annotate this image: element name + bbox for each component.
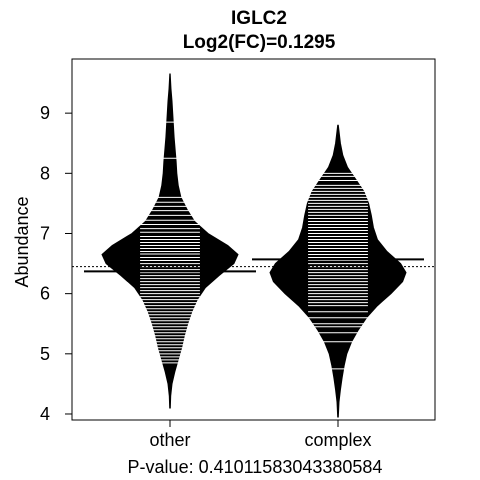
y-tick-label: 6 bbox=[40, 284, 50, 304]
y-tick-label: 4 bbox=[40, 404, 50, 424]
observation-layer bbox=[140, 121, 368, 370]
y-tick-label: 9 bbox=[40, 103, 50, 123]
x-axis: other complex bbox=[149, 420, 372, 450]
y-axis-label: Abundance bbox=[12, 196, 32, 287]
chart-title: IGLC2 bbox=[231, 8, 287, 29]
x-tick-label: complex bbox=[304, 430, 371, 450]
x-axis-label: P-value: 0.41011583043380584 bbox=[128, 457, 383, 477]
bean-layer bbox=[101, 73, 407, 418]
bean-other bbox=[101, 73, 239, 409]
x-tick-label: other bbox=[149, 430, 190, 450]
chart-subtitle: Log2(FC)=0.1295 bbox=[183, 32, 336, 53]
y-tick-label: 8 bbox=[40, 163, 50, 183]
y-axis: 4 5 6 7 8 9 bbox=[40, 103, 73, 424]
y-tick-label: 7 bbox=[40, 223, 50, 243]
bean-complex bbox=[269, 124, 407, 418]
mean-layer bbox=[84, 258, 424, 273]
y-tick-label: 5 bbox=[40, 344, 50, 364]
